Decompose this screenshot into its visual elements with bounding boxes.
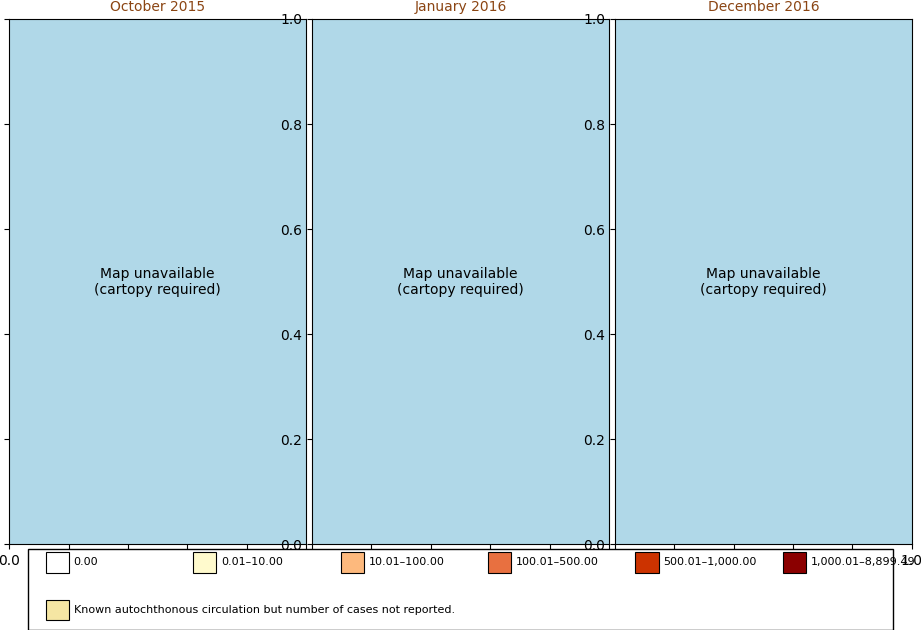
Bar (341, 552, 364, 573)
Text: 0.00: 0.00 (74, 558, 99, 568)
Title: October 2015: October 2015 (111, 0, 205, 14)
Bar (193, 552, 216, 573)
Text: 100.01–500.00: 100.01–500.00 (516, 558, 599, 568)
Bar (46, 600, 69, 620)
Title: January 2016: January 2016 (414, 0, 507, 14)
Text: 1,000.01–8,899.49: 1,000.01–8,899.49 (810, 558, 915, 568)
Text: 10.01–100.00: 10.01–100.00 (368, 558, 444, 568)
Bar (488, 552, 511, 573)
Bar (635, 552, 659, 573)
Text: Map unavailable
(cartopy required): Map unavailable (cartopy required) (397, 266, 524, 297)
Bar (783, 552, 806, 573)
Text: 500.01–1,000.00: 500.01–1,000.00 (663, 558, 756, 568)
Text: Map unavailable
(cartopy required): Map unavailable (cartopy required) (700, 266, 827, 297)
Text: Known autochthonous circulation but number of cases not reported.: Known autochthonous circulation but numb… (74, 605, 455, 615)
Text: 0.01–10.00: 0.01–10.00 (221, 558, 283, 568)
Title: December 2016: December 2016 (707, 0, 819, 14)
Bar (46, 552, 69, 573)
Text: Map unavailable
(cartopy required): Map unavailable (cartopy required) (94, 266, 221, 297)
